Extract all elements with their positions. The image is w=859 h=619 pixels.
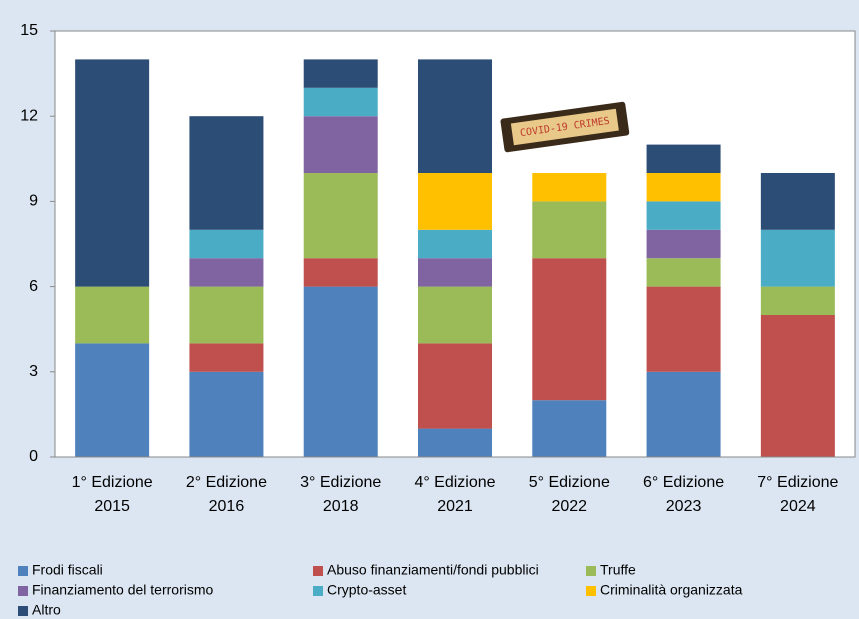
bar-segment <box>303 116 378 173</box>
legend-swatch <box>313 586 323 596</box>
bar-segment <box>646 371 721 457</box>
legend-label: Frodi fiscali <box>32 562 103 578</box>
legend-swatch <box>586 566 596 576</box>
bar-segment <box>646 258 721 287</box>
bar-segment <box>189 229 264 259</box>
bar-segment <box>418 258 492 287</box>
legend-label: Criminalità organizzata <box>600 582 743 598</box>
bar-segment <box>418 59 492 173</box>
bar-segment <box>646 286 721 372</box>
bar-segment <box>646 229 721 259</box>
x-tick-label: 2018 <box>323 498 359 515</box>
badge-inner <box>510 108 619 146</box>
y-tick-label: 3 <box>29 363 38 380</box>
bar-segment <box>532 258 607 401</box>
x-tick-label: 2024 <box>780 498 816 515</box>
bar-segment <box>760 229 835 287</box>
bar-segment <box>418 428 492 457</box>
bar-segment <box>418 229 492 259</box>
bar-segment <box>75 59 150 287</box>
x-tick-label: 2° Edizione <box>186 474 267 491</box>
bar-segment <box>646 201 721 230</box>
legend-label: Truffe <box>600 562 636 578</box>
bar-segment <box>303 59 378 88</box>
x-tick-label: 7° Edizione <box>757 474 838 491</box>
legend-label: Altro <box>32 602 61 618</box>
bar-segment <box>418 286 492 344</box>
bar-segment <box>532 201 607 259</box>
bar-segment <box>189 258 264 287</box>
bar-segment <box>303 87 378 117</box>
bar-segment <box>532 173 607 202</box>
bar-segment <box>189 371 264 457</box>
y-tick-label: 15 <box>20 22 38 39</box>
legend-swatch <box>18 566 28 576</box>
bar-segment <box>303 286 378 457</box>
annotation-badge: COVID-19 CRIMES <box>500 101 630 153</box>
x-tick-label: 1° Edizione <box>72 474 153 491</box>
bar-segment <box>760 315 835 457</box>
bar-segment <box>418 343 492 429</box>
legend-swatch <box>313 566 323 576</box>
legend-swatch <box>18 606 28 616</box>
x-tick-label: 4° Edizione <box>414 474 495 491</box>
x-tick-label: 3° Edizione <box>300 474 381 491</box>
y-tick-label: 9 <box>29 193 38 210</box>
legend-swatch <box>586 586 596 596</box>
bar-segment <box>189 286 264 344</box>
bar-segment <box>532 400 607 457</box>
bar-segment <box>760 286 835 315</box>
bar-segment <box>303 258 378 287</box>
x-tick-label: 2021 <box>437 498 473 515</box>
x-tick-label: 2022 <box>551 498 587 515</box>
y-tick-label: 6 <box>29 278 38 295</box>
bar-segment <box>303 173 378 259</box>
y-tick-label: 0 <box>29 448 38 465</box>
bar-segment <box>646 144 721 173</box>
x-tick-label: 2023 <box>666 498 702 515</box>
x-tick-label: 2015 <box>94 498 130 515</box>
x-tick-label: 5° Edizione <box>529 474 610 491</box>
legend-label: Abuso finanziamenti/fondi pubblici <box>327 562 539 578</box>
y-tick-label: 12 <box>20 107 38 124</box>
bar-segment <box>760 173 835 230</box>
legend-label: Crypto-asset <box>327 582 406 598</box>
legend-swatch <box>18 586 28 596</box>
x-tick-label: 2016 <box>209 498 245 515</box>
bar-segment <box>75 286 150 344</box>
legend-label: Finanziamento del terrorismo <box>32 582 214 598</box>
x-tick-label: 6° Edizione <box>643 474 724 491</box>
bar-segment <box>418 173 492 230</box>
bar-segment <box>75 343 150 457</box>
bar-segment <box>189 116 264 230</box>
bar-segment <box>646 173 721 202</box>
bar-segment <box>189 343 264 372</box>
